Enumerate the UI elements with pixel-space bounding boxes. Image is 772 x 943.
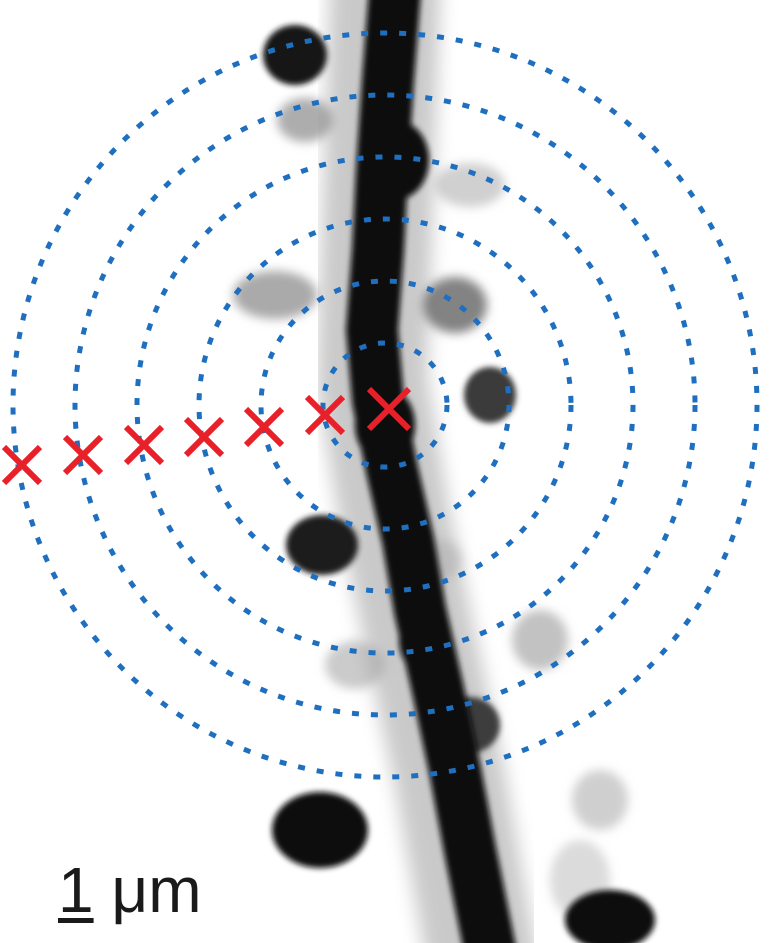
scale-bar-value: 1 (58, 854, 94, 926)
ring-marker-3 (183, 416, 225, 458)
ring-marker-5 (62, 434, 104, 476)
sholl-ring-3 (196, 216, 574, 594)
sholl-ring-6 (10, 30, 760, 780)
sholl-ring-4 (134, 154, 636, 656)
sholl-ring-2 (258, 278, 512, 532)
scale-bar-label: 1 μm (58, 858, 202, 922)
center-marker (366, 386, 412, 432)
scale-bar-unit: μm (111, 854, 202, 926)
sholl-rings (10, 30, 760, 780)
ring-marker-1 (304, 394, 346, 436)
ring-marker-2 (243, 406, 285, 448)
faint-spines (233, 98, 628, 920)
ring-markers (1, 386, 412, 486)
ring-marker-4 (123, 424, 165, 466)
sholl-ring-5 (72, 92, 698, 718)
ring-marker-6 (1, 444, 43, 486)
sholl-ring-1 (320, 340, 450, 470)
